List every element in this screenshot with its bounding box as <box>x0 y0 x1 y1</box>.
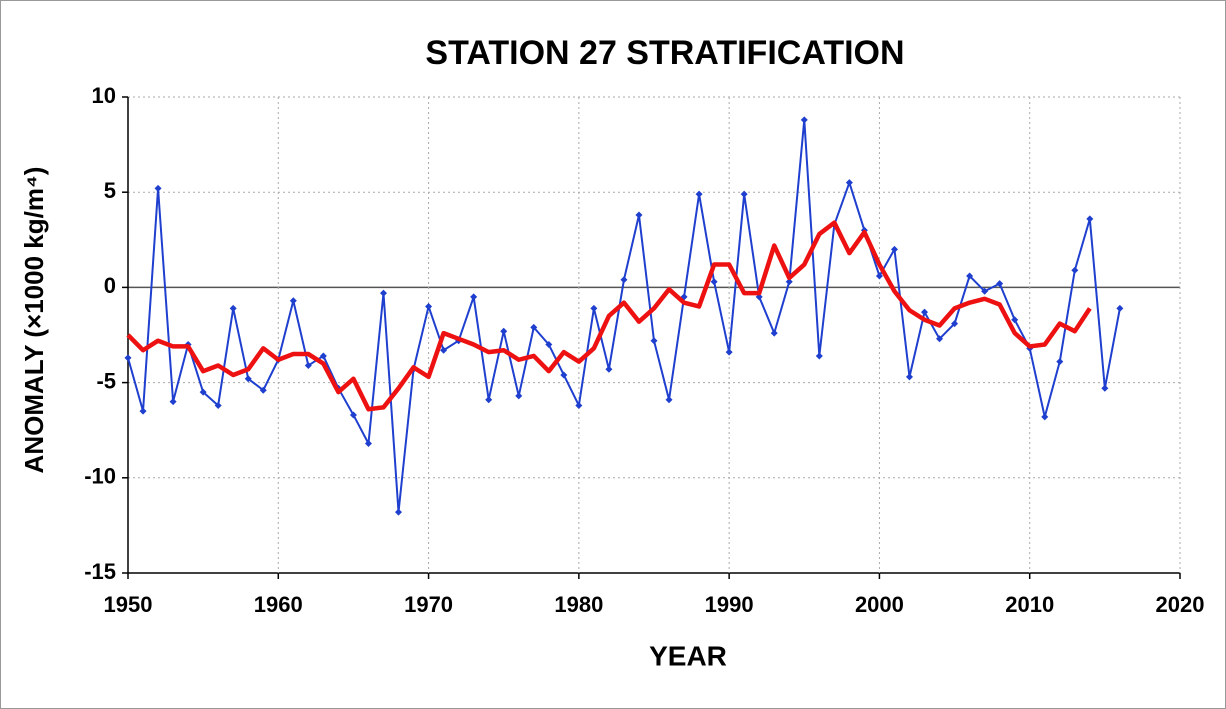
y-tick-label: -15 <box>84 559 116 584</box>
data-point <box>620 276 628 284</box>
data-point <box>470 293 478 301</box>
data-point <box>725 348 733 356</box>
data-point <box>349 411 357 419</box>
data-point <box>740 190 748 198</box>
data-point <box>379 289 387 297</box>
data-point <box>229 304 237 312</box>
data-point <box>199 388 207 396</box>
data-point <box>545 341 553 349</box>
x-tick-label: 2010 <box>1005 592 1054 617</box>
data-point <box>695 190 703 198</box>
data-point <box>815 352 823 360</box>
y-tick-label: 10 <box>92 83 116 108</box>
x-tick-label: 1960 <box>254 592 303 617</box>
data-point <box>1041 413 1049 421</box>
data-point <box>214 401 222 409</box>
y-axis-label: ANOMALY (×1000 kg/m⁴) <box>19 167 49 474</box>
data-point <box>665 396 673 404</box>
data-point <box>1011 316 1019 324</box>
data-point <box>1056 358 1064 366</box>
data-point <box>650 337 658 345</box>
x-axis-label: YEAR <box>649 640 727 671</box>
data-point <box>500 327 508 335</box>
data-point <box>319 352 327 360</box>
data-point <box>845 179 853 187</box>
data-point <box>560 371 568 379</box>
data-point <box>966 272 974 280</box>
data-point <box>139 407 147 415</box>
data-point <box>770 329 778 337</box>
x-tick-label: 1980 <box>554 592 603 617</box>
y-tick-label: -10 <box>84 464 116 489</box>
y-tick-label: 0 <box>104 273 116 298</box>
x-tick-label: 2000 <box>855 592 904 617</box>
data-point <box>1116 304 1124 312</box>
data-point <box>1101 384 1109 392</box>
data-point <box>996 280 1004 288</box>
data-point <box>515 392 523 400</box>
x-tick-label: 1950 <box>104 592 153 617</box>
x-tick-label: 1990 <box>705 592 754 617</box>
data-point <box>425 302 433 310</box>
data-point <box>800 116 808 124</box>
data-point <box>530 323 538 331</box>
data-point <box>710 278 718 286</box>
data-point <box>485 396 493 404</box>
data-point <box>921 308 929 316</box>
data-point <box>635 211 643 219</box>
x-tick-label: 2020 <box>1156 592 1205 617</box>
y-tick-label: -5 <box>96 368 116 393</box>
data-point <box>124 354 132 362</box>
chart-title: STATION 27 STRATIFICATION <box>425 34 904 72</box>
data-point <box>951 320 959 328</box>
data-point <box>575 401 583 409</box>
data-point <box>890 245 898 253</box>
data-point <box>590 304 598 312</box>
data-point <box>905 373 913 381</box>
data-point <box>605 365 613 373</box>
data-point <box>1086 215 1094 223</box>
data-point <box>395 508 403 516</box>
data-point <box>440 346 448 354</box>
series-line <box>126 220 1092 412</box>
data-point <box>304 361 312 369</box>
x-tick-label: 1970 <box>404 592 453 617</box>
data-point <box>875 272 883 280</box>
data-point <box>364 440 372 448</box>
data-point <box>289 297 297 305</box>
data-point <box>259 386 267 394</box>
data-point <box>244 375 252 383</box>
data-point <box>981 287 989 295</box>
y-tick-label: 5 <box>104 178 116 203</box>
data-point <box>154 184 162 192</box>
data-point <box>936 335 944 343</box>
data-point <box>169 398 177 406</box>
data-point <box>1071 266 1079 274</box>
data-point <box>785 278 793 286</box>
